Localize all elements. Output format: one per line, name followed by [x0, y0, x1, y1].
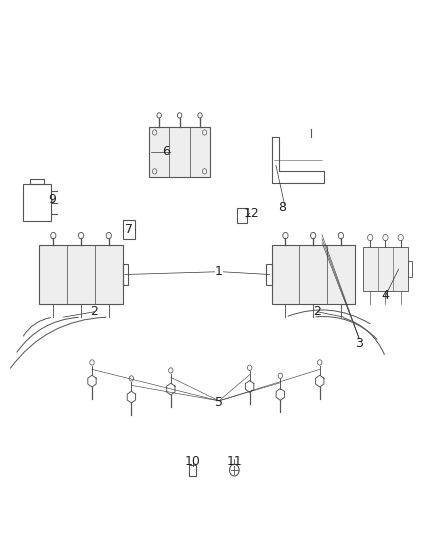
Text: 9: 9 — [49, 193, 57, 206]
Bar — [123, 264, 128, 285]
Bar — [189, 465, 196, 476]
Bar — [408, 262, 412, 277]
Bar — [23, 184, 52, 221]
Bar — [272, 245, 355, 304]
Text: 10: 10 — [185, 455, 201, 467]
Text: 4: 4 — [381, 289, 389, 302]
Text: 11: 11 — [226, 455, 242, 467]
Bar — [237, 207, 247, 223]
Text: 5: 5 — [215, 396, 223, 409]
Text: 6: 6 — [162, 146, 170, 158]
Text: 7: 7 — [125, 223, 133, 236]
Bar — [266, 264, 272, 285]
Text: 1: 1 — [215, 265, 223, 278]
Text: 3: 3 — [355, 337, 363, 350]
Text: 8: 8 — [279, 201, 286, 214]
Text: 12: 12 — [244, 207, 260, 220]
Bar — [149, 127, 210, 177]
Text: 2: 2 — [90, 305, 98, 318]
Bar — [30, 179, 44, 184]
Bar — [363, 247, 408, 291]
Bar — [39, 245, 123, 304]
Bar — [123, 220, 135, 239]
Text: 2: 2 — [314, 305, 321, 318]
